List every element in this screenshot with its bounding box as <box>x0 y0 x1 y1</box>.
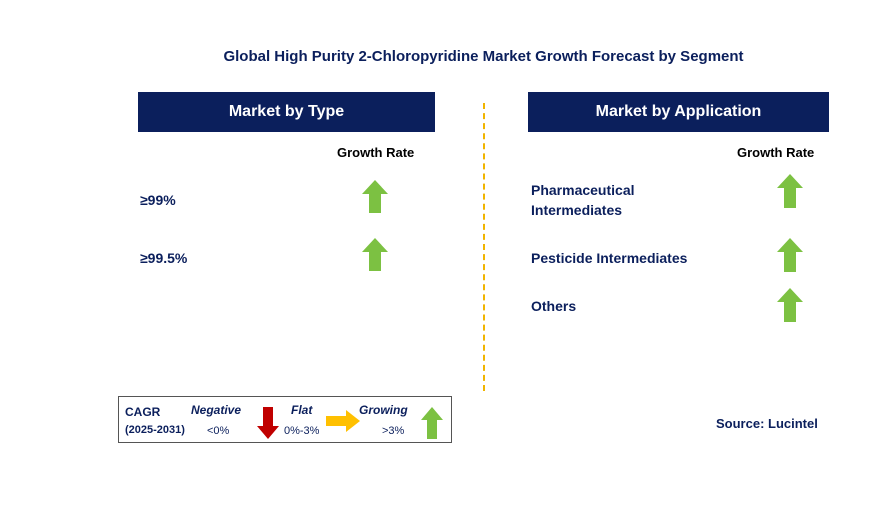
application-growth-rate-label: Growth Rate <box>737 145 815 160</box>
application-row-label-1: Pharmaceutical Intermediates <box>531 180 635 220</box>
legend-period: (2025-2031) <box>125 424 185 436</box>
type-growth-rate-label: Growth Rate <box>337 145 415 160</box>
legend-growing-label: Growing <box>359 403 408 417</box>
growing-arrow-icon <box>777 174 803 208</box>
application-panel-header: Market by Application <box>528 92 829 132</box>
growing-arrow-icon <box>362 180 388 213</box>
chart-title: Global High Purity 2-Chloropyridine Mark… <box>223 48 744 65</box>
legend-negative-range: <0% <box>207 425 230 437</box>
source-note: Source: Lucintel <box>716 416 818 431</box>
legend-negative-label: Negative <box>191 403 242 417</box>
type-row-label-1: ≥99% <box>140 192 176 208</box>
growing-arrow-icon <box>777 238 803 272</box>
type-panel-header: Market by Type <box>138 92 435 132</box>
application-row-label-1-line1: Pharmaceutical <box>531 182 635 198</box>
legend-flat-label: Flat <box>291 403 313 417</box>
panel-divider <box>483 103 485 391</box>
application-row-label-1-line2: Intermediates <box>531 202 623 218</box>
legend-cagr-title: CAGR <box>125 405 161 419</box>
type-row-label-2: ≥99.5% <box>140 250 188 266</box>
growing-arrow-icon <box>421 407 443 439</box>
growing-arrow-icon <box>362 238 388 271</box>
growing-arrow-icon <box>777 288 803 322</box>
cagr-legend: CAGR (2025-2031) Negative <0% Flat 0%-3%… <box>118 396 452 443</box>
application-row-label-2: Pesticide Intermediates <box>531 250 688 266</box>
negative-arrow-icon <box>257 407 279 439</box>
application-row-label-3: Others <box>531 298 577 314</box>
legend-growing-range: >3% <box>382 425 405 437</box>
legend-flat-range: 0%-3% <box>284 425 320 437</box>
flat-arrow-icon <box>326 410 360 432</box>
